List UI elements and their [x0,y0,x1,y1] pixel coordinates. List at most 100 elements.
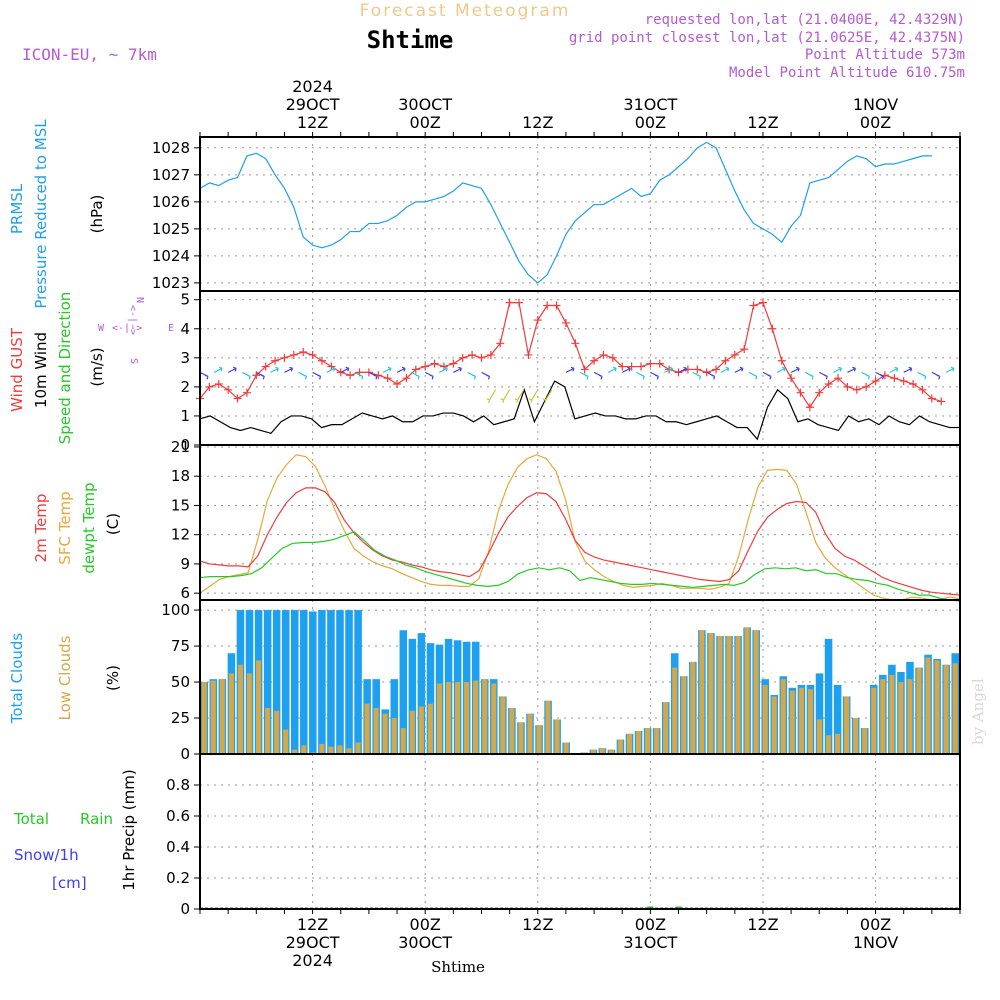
low-cloud-bar [201,682,207,754]
gust-marker [655,359,664,368]
low-cloud-bar [473,680,479,754]
pressure-label-prmsl: PRMSL [8,183,26,234]
watermark: by Angel [969,678,987,745]
low-cloud-bar [735,635,741,754]
gust-marker [580,365,589,374]
total-cloud-bar [281,610,290,754]
low-cloud-bar [835,733,841,754]
compass-west: W [98,323,105,334]
y-tick-label: 5 [180,291,190,309]
gust-marker [636,362,645,371]
gust-marker [458,353,467,362]
wind-10m-line [199,380,960,441]
gust-marker [477,353,486,362]
panel-frame [199,136,961,292]
gust-marker [364,368,373,377]
low-cloud-bar [943,664,949,754]
low-cloud-bar [862,728,868,754]
wind-direction-arrow [354,371,364,380]
compass-horizontal: <-|-> [112,323,142,334]
y-tick-label: 50 [171,673,190,691]
wind-direction-arrow [396,366,406,373]
y-tick-label: 3 [180,349,190,367]
low-cloud-bar [482,679,488,754]
pressure-unit: (hPa) [88,195,106,234]
gust-marker [543,301,552,310]
total-cloud-bar [272,610,281,754]
gust-marker [224,385,233,394]
low-cloud-bar [274,710,280,754]
low-cloud-bar [219,679,225,754]
wind-label-10m: 10m Wind [32,332,50,408]
total-cloud-bar [408,638,417,754]
y-tick-label: 0.6 [166,807,190,825]
y-tick-label: 4 [180,320,190,338]
clouds-unit: (%) [104,665,122,691]
low-cloud-bar [617,739,623,754]
wind-direction-arrow [678,366,688,373]
total-cloud-bar [300,610,308,754]
wind-label-direction: Speed and Direction [56,292,74,445]
gust-marker [740,345,749,354]
gust-marker [843,382,852,391]
low-cloud-bar [328,746,334,754]
clouds-label-total: Total Clouds [8,633,26,725]
y-tick-label: 1026 [152,193,190,211]
gust-marker [468,350,477,359]
gust-marker [805,403,814,412]
low-cloud-bar [527,713,533,754]
low-cloud-bar [880,679,886,754]
low-cloud-bar [608,749,614,754]
wind-direction-arrow [453,366,462,373]
low-cloud-bar [708,633,714,754]
gust-marker [308,350,317,359]
low-cloud-bar [292,749,298,754]
gust-marker [627,362,636,371]
gust-marker [721,356,730,365]
pressure-label-msl: Pressure Reduced to MSL [32,119,50,309]
wind-direction-arrow [692,371,702,380]
compass-east: E [168,323,174,334]
total-cloud-bar [815,673,824,754]
wind-direction-arrow [312,371,322,380]
wind-direction-arrow [593,371,603,380]
top-time-label: 00Z [860,113,891,132]
gust-marker [505,298,514,307]
low-cloud-bar [400,728,406,754]
low-cloud-bar [436,683,442,754]
total-cloud-bar [417,633,426,754]
top-time-label: 29OCT [286,95,340,114]
gust-marker [937,397,946,406]
total-cloud-bar [336,610,344,754]
gust-marker [646,359,655,368]
gust-marker [918,385,927,394]
gust-marker [421,362,430,371]
low-cloud-bar [509,707,515,754]
low-cloud-bar [762,684,768,754]
gust-marker [515,298,524,307]
wind-direction-arrow [847,366,856,373]
top-time-label: 31OCT [623,95,677,114]
gust-marker [599,350,608,359]
wind-direction-arrow [861,371,871,380]
wind-direction-arrow [875,371,885,380]
low-cloud-bar [816,719,822,754]
low-cloud-bar [427,703,433,754]
gust-marker [712,365,721,374]
wind-direction-arrow [621,366,631,373]
total-cloud-bar [354,610,362,754]
low-cloud-bar [599,748,605,754]
gust-marker [796,388,805,397]
gust-marker [317,356,326,365]
gust-marker [871,377,880,386]
temp-label-dewpt: dewpt Temp [80,482,98,573]
low-cloud-bar [654,728,660,754]
low-cloud-bar [807,689,813,754]
wind-direction-arrow [326,366,336,373]
wind-direction-arrow [500,389,511,403]
low-cloud-bar [626,733,632,754]
bottom-time-label: 00Z [635,915,666,934]
low-cloud-bar [301,745,307,754]
gust-marker [496,339,505,348]
